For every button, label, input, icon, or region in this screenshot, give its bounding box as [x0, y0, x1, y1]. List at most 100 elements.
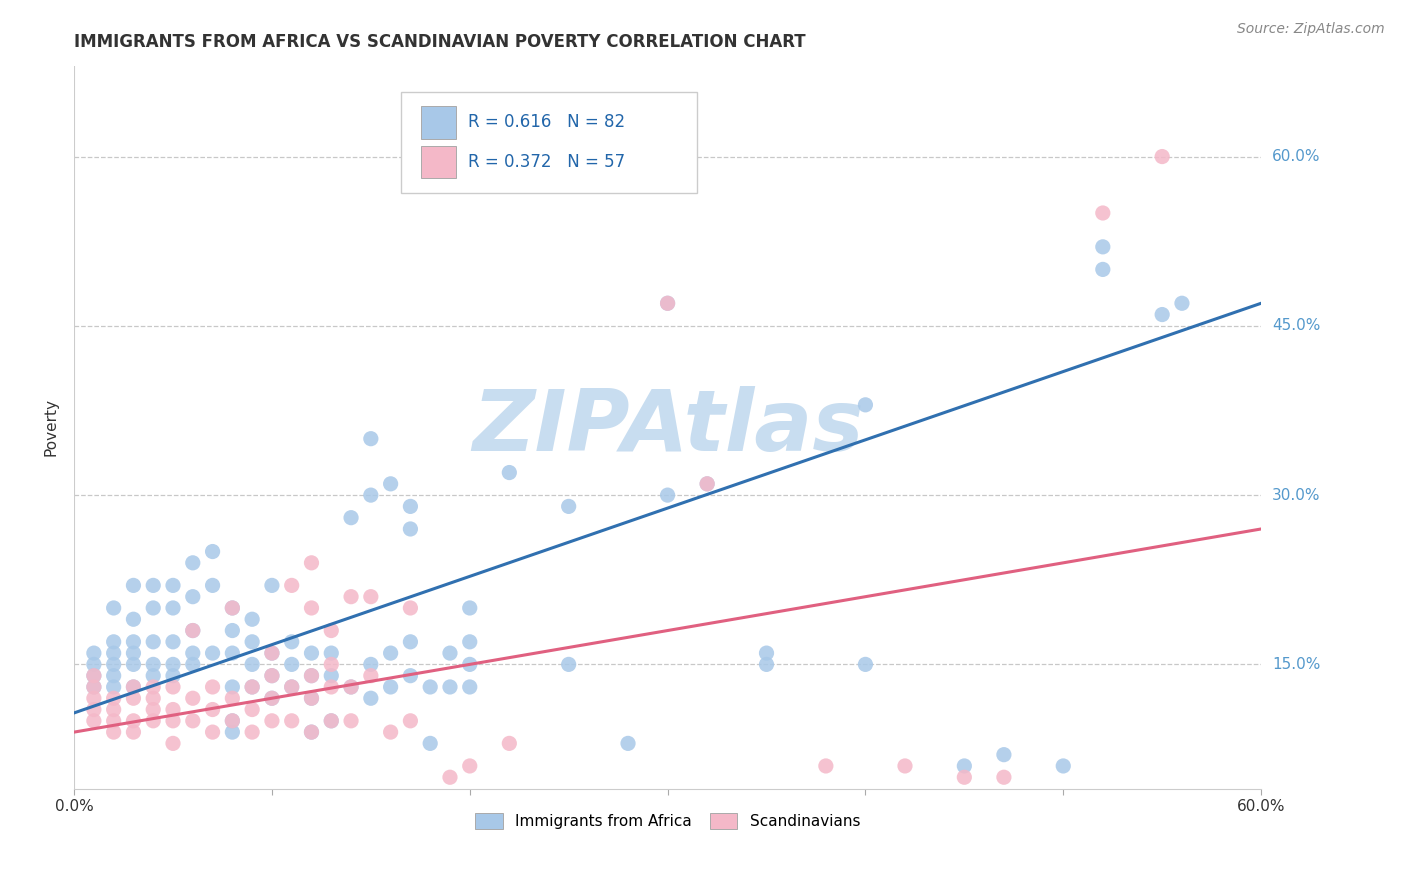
Point — [181, 691, 204, 706]
Point — [360, 590, 382, 604]
Point — [399, 601, 422, 615]
Point — [221, 624, 243, 638]
Point — [696, 476, 718, 491]
Point — [855, 657, 877, 672]
Point — [439, 646, 461, 660]
Point — [142, 702, 165, 716]
Point — [122, 680, 145, 694]
Point — [458, 759, 481, 773]
Point — [953, 759, 976, 773]
Point — [321, 646, 343, 660]
Point — [122, 612, 145, 626]
Point — [360, 488, 382, 502]
Point — [260, 691, 283, 706]
Point — [221, 725, 243, 739]
Point — [142, 635, 165, 649]
Point — [122, 714, 145, 728]
Point — [181, 646, 204, 660]
Text: ZIPAtlas: ZIPAtlas — [472, 386, 863, 469]
Point — [280, 714, 302, 728]
Point — [260, 691, 283, 706]
Point — [557, 500, 579, 514]
Point — [181, 556, 204, 570]
Point — [419, 680, 441, 694]
Text: 60.0%: 60.0% — [1272, 149, 1320, 164]
Point — [201, 680, 224, 694]
Point — [1152, 150, 1174, 164]
Point — [280, 578, 302, 592]
Point — [340, 680, 363, 694]
Point — [103, 725, 125, 739]
Point — [201, 544, 224, 558]
Point — [221, 714, 243, 728]
Point — [1091, 240, 1114, 254]
Point — [240, 725, 263, 739]
Point — [953, 770, 976, 784]
Point — [221, 601, 243, 615]
Point — [103, 657, 125, 672]
Point — [162, 714, 184, 728]
Point — [321, 668, 343, 682]
Point — [301, 601, 323, 615]
Point — [301, 668, 323, 682]
Point — [162, 680, 184, 694]
Text: IMMIGRANTS FROM AFRICA VS SCANDINAVIAN POVERTY CORRELATION CHART: IMMIGRANTS FROM AFRICA VS SCANDINAVIAN P… — [75, 33, 806, 51]
Point — [360, 691, 382, 706]
Point — [458, 680, 481, 694]
Point — [221, 680, 243, 694]
Point — [301, 668, 323, 682]
Point — [103, 646, 125, 660]
Text: 15.0%: 15.0% — [1272, 657, 1320, 672]
Point — [321, 624, 343, 638]
Point — [360, 657, 382, 672]
Point — [103, 668, 125, 682]
Point — [380, 725, 402, 739]
Point — [162, 601, 184, 615]
Point — [83, 668, 105, 682]
Point — [657, 296, 679, 310]
Point — [103, 680, 125, 694]
Point — [1091, 262, 1114, 277]
Point — [280, 635, 302, 649]
Point — [162, 635, 184, 649]
Point — [122, 725, 145, 739]
Point — [201, 646, 224, 660]
Point — [321, 714, 343, 728]
Point — [260, 668, 283, 682]
Point — [240, 680, 263, 694]
Point — [458, 635, 481, 649]
Point — [557, 657, 579, 672]
Point — [142, 601, 165, 615]
Point — [321, 680, 343, 694]
Point — [122, 680, 145, 694]
Point — [162, 668, 184, 682]
Point — [340, 510, 363, 524]
Point — [340, 590, 363, 604]
Point — [380, 646, 402, 660]
Point — [260, 668, 283, 682]
Point — [260, 578, 283, 592]
Text: 30.0%: 30.0% — [1272, 488, 1320, 502]
Point — [340, 680, 363, 694]
Point — [755, 657, 778, 672]
Point — [399, 635, 422, 649]
Point — [894, 759, 917, 773]
Point — [301, 725, 323, 739]
Point — [240, 635, 263, 649]
Point — [280, 680, 302, 694]
Point — [103, 635, 125, 649]
Point — [755, 646, 778, 660]
Point — [260, 714, 283, 728]
Point — [617, 736, 640, 750]
Point — [360, 432, 382, 446]
Point — [201, 578, 224, 592]
Text: Source: ZipAtlas.com: Source: ZipAtlas.com — [1237, 22, 1385, 37]
Point — [201, 725, 224, 739]
Point — [321, 657, 343, 672]
FancyBboxPatch shape — [401, 92, 697, 193]
Point — [301, 556, 323, 570]
Point — [301, 646, 323, 660]
Point — [240, 657, 263, 672]
Point — [399, 668, 422, 682]
Point — [696, 476, 718, 491]
